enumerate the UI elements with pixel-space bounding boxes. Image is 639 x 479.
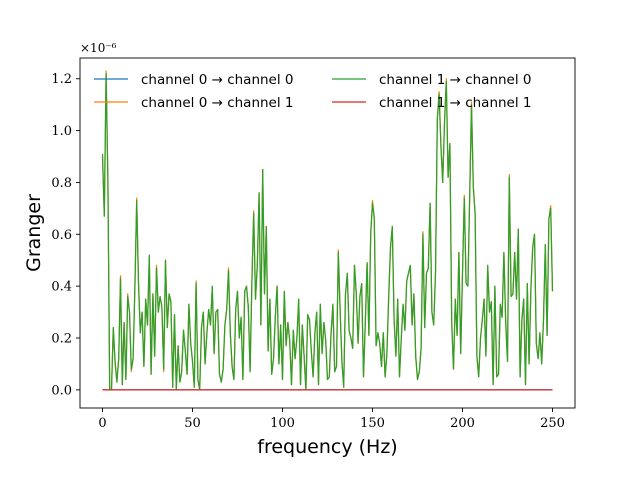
x-tick-label: 50 [184,416,201,431]
x-tick-label: 200 [450,416,475,431]
y-tick-label: 0.4 [51,280,72,295]
y-tick-label: 0.2 [51,332,72,347]
plot-frame [79,57,576,409]
x-axis: 0 50 100 150 200 250 [98,408,565,431]
y-tick-label: 1.0 [51,124,72,139]
y-axis: 0.0 0.2 0.4 0.6 0.8 1.0 1.2 [51,72,80,398]
legend-entry: channel 1 → channel 1 [379,95,532,111]
y-tick-label: 0.0 [51,383,72,398]
y-tick-label: 1.2 [51,72,72,87]
legend-entry: channel 0 → channel 1 [141,95,294,111]
x-tick-label: 100 [270,416,295,431]
legend: channel 0 → channel 0 channel 0 → channel… [94,72,532,111]
y-offset-text: ×10⁻⁶ [80,41,117,55]
y-axis-label: Granger [23,194,45,272]
legend-entry: channel 1 → channel 0 [379,72,532,88]
x-tick-label: 0 [98,416,106,431]
x-tick-label: 250 [540,416,565,431]
series-line-2 [101,72,554,391]
x-tick-label: 150 [360,416,385,431]
y-tick-label: 0.6 [51,228,72,243]
x-axis-label: frequency (Hz) [257,436,397,458]
y-tick-label: 0.8 [51,176,72,191]
legend-entry: channel 0 → channel 0 [141,72,294,88]
series-layer [101,70,554,391]
